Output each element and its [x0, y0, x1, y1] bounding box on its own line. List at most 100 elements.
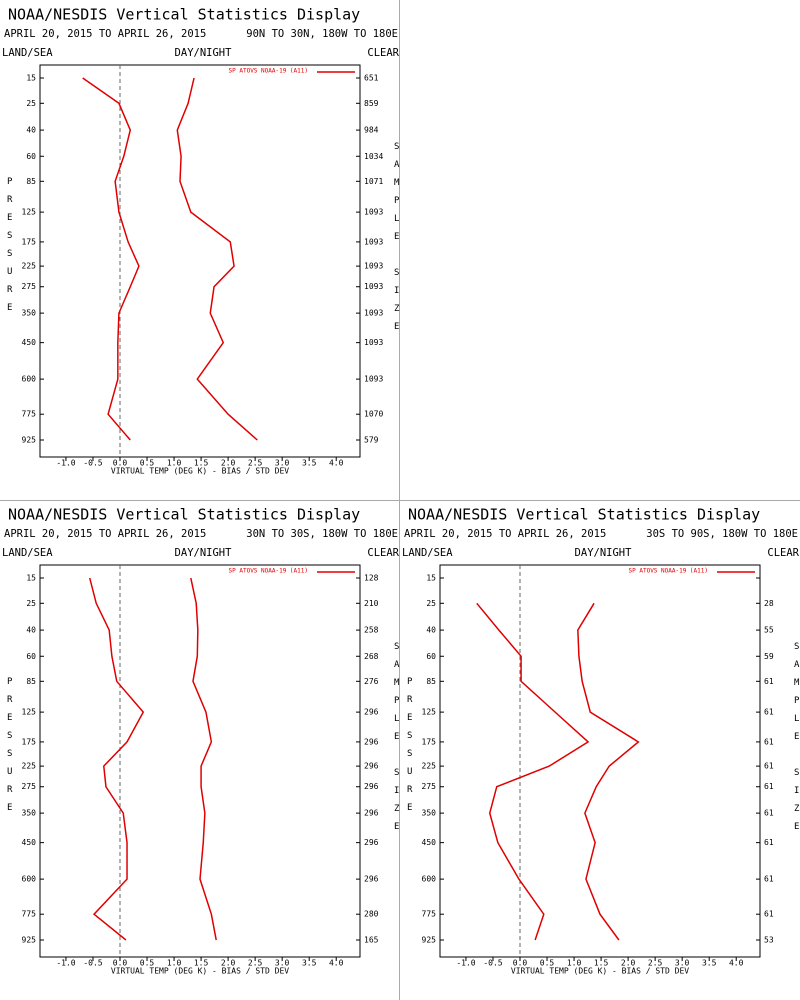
sample-size: 28: [764, 599, 774, 608]
sample-size: 1071: [364, 177, 383, 186]
x-tick-label: 2.5: [648, 959, 663, 968]
day-night-label: DAY/NIGHT: [175, 47, 233, 59]
chart-title: NOAA/NESDIS Vertical Statistics Display: [8, 506, 360, 524]
x-tick-label: -0.5: [83, 459, 102, 468]
sample-size: 61: [764, 838, 774, 847]
sample-size: 61: [764, 762, 774, 771]
x-tick-label: 4.0: [729, 959, 744, 968]
region: 90N TO 30N, 180W TO 180E: [246, 28, 398, 40]
y-tick-label: 125: [22, 708, 37, 717]
x-axis-label: VIRTUAL TEMP (DEG K) - BIAS / STD DEV: [111, 967, 289, 976]
sample-size: 296: [364, 762, 379, 771]
sample-size: 128: [364, 574, 379, 583]
x-tick-label: 1.5: [594, 959, 609, 968]
x-tick-label: 4.0: [329, 959, 344, 968]
sample-size: 165: [364, 936, 379, 945]
day-night-label: DAY/NIGHT: [575, 547, 633, 559]
y-tick-label: 275: [22, 282, 37, 291]
legend-label: SP ATOVS NOAA-19 (A11): [229, 68, 308, 75]
sample-size: 210: [364, 599, 379, 608]
profile-line: [577, 602, 640, 941]
sample-size: 296: [364, 737, 379, 746]
y-tick-label: 175: [22, 737, 37, 746]
x-tick-label: 1.0: [567, 959, 582, 968]
sample-size: 61: [764, 910, 774, 919]
x-tick-label: 0.5: [140, 959, 155, 968]
y-tick-label: 925: [22, 436, 37, 445]
sample-size: 55: [764, 626, 774, 635]
y-tick-label: 775: [422, 910, 437, 919]
profile-line: [476, 602, 590, 941]
y-tick-label: 450: [22, 838, 37, 847]
y-tick-label: 175: [422, 737, 437, 746]
y-tick-label: 15: [426, 574, 436, 583]
y-tick-label: 775: [22, 410, 37, 419]
y-tick-label: 25: [26, 599, 36, 608]
x-tick-label: 0.0: [113, 959, 128, 968]
x-tick-label: -1.0: [456, 959, 475, 968]
x-tick-label: 2.0: [621, 959, 636, 968]
y-tick-label: 40: [26, 626, 36, 635]
sample-size: 61: [764, 782, 774, 791]
y-tick-label: 275: [22, 782, 37, 791]
x-tick-label: 0.0: [513, 959, 528, 968]
sample-size: 1093: [364, 208, 383, 217]
sample-size: 53: [764, 936, 774, 945]
sample-size: 59: [764, 652, 774, 661]
clear-label: CLEAR: [367, 47, 399, 59]
sample-size: 1093: [364, 375, 383, 384]
sample-size: 1093: [364, 262, 383, 271]
sample-size: 1093: [364, 237, 383, 246]
y-tick-label: 60: [26, 652, 36, 661]
y-tick-label: 275: [422, 782, 437, 791]
y-tick-label: 125: [422, 708, 437, 717]
profile-line: [176, 77, 258, 441]
y-tick-label: 85: [26, 677, 36, 686]
sample-size: 296: [364, 875, 379, 884]
land-sea-label: LAND/SEA: [402, 547, 453, 559]
legend-label: SP ATOVS NOAA-19 (A11): [629, 568, 708, 575]
chart-title: NOAA/NESDIS Vertical Statistics Display: [408, 506, 760, 524]
sample-size: 1093: [364, 338, 383, 347]
sample-size: 1070: [364, 410, 383, 419]
y-tick-label: 350: [22, 809, 37, 818]
sample-size: 296: [364, 809, 379, 818]
sample-size: 296: [364, 708, 379, 717]
region: 30N TO 30S, 180W TO 180E: [246, 528, 398, 540]
sample-size: 61: [764, 708, 774, 717]
profile-line: [89, 577, 145, 941]
y-tick-label: 350: [422, 809, 437, 818]
sample-size: 61: [764, 875, 774, 884]
x-tick-label: 3.0: [275, 459, 290, 468]
sample-size: 984: [364, 126, 379, 135]
x-tick-label: 3.5: [702, 959, 717, 968]
y-tick-label: 60: [426, 652, 436, 661]
sample-size: 651: [364, 74, 379, 83]
chart-panel: NOAA/NESDIS Vertical Statistics Display A…: [2, 6, 400, 476]
x-axis-label: VIRTUAL TEMP (DEG K) - BIAS / STD DEV: [511, 967, 689, 976]
x-tick-label: -0.5: [83, 959, 102, 968]
x-axis-label: VIRTUAL TEMP (DEG K) - BIAS / STD DEV: [111, 467, 289, 476]
legend-label: SP ATOVS NOAA-19 (A11): [229, 568, 308, 575]
x-tick-label: 1.5: [194, 459, 209, 468]
y-tick-label: 225: [422, 762, 437, 771]
y-tick-label: 125: [22, 208, 37, 217]
sample-size: 1093: [364, 309, 383, 318]
x-tick-label: 2.5: [248, 959, 263, 968]
date-range: APRIL 20, 2015 TO APRIL 26, 2015: [404, 528, 606, 540]
profile-line: [190, 577, 217, 941]
y-tick-label: 40: [26, 126, 36, 135]
x-tick-label: 1.0: [167, 459, 182, 468]
y-tick-label: 925: [22, 936, 37, 945]
sample-size: 61: [764, 809, 774, 818]
y-tick-label: 15: [26, 574, 36, 583]
chart-panel: NOAA/NESDIS Vertical Statistics Display A…: [2, 506, 400, 976]
y-tick-label: 775: [22, 910, 37, 919]
y-tick-label: 450: [22, 338, 37, 347]
x-tick-label: 0.0: [113, 459, 128, 468]
